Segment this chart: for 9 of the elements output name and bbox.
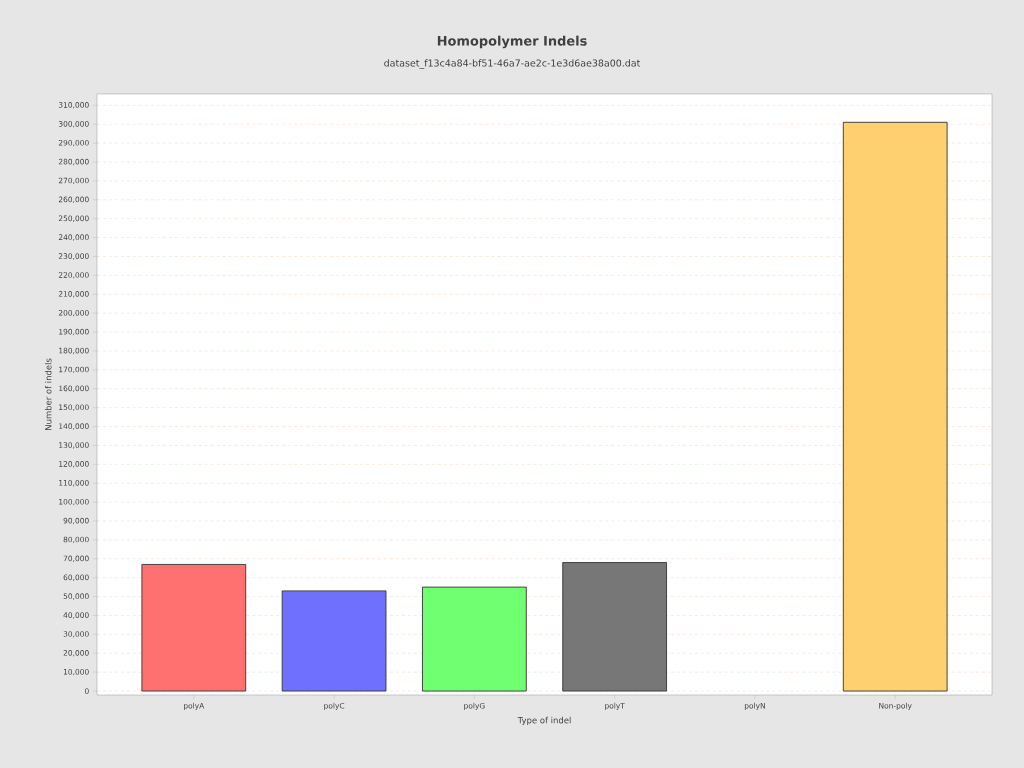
chart-title: Homopolymer Indels bbox=[437, 35, 587, 49]
chart-subtitle: dataset_f13c4a84-bf51-46a7-ae2c-1e3d6ae38a00.dat bbox=[384, 59, 641, 69]
bar bbox=[562, 562, 668, 692]
bar bbox=[281, 590, 387, 692]
bar bbox=[141, 564, 247, 692]
y-axis-title: Number of indels bbox=[44, 358, 52, 430]
bar bbox=[422, 586, 527, 692]
x-axis-title: Type of indel bbox=[517, 716, 571, 726]
bar bbox=[842, 121, 948, 692]
